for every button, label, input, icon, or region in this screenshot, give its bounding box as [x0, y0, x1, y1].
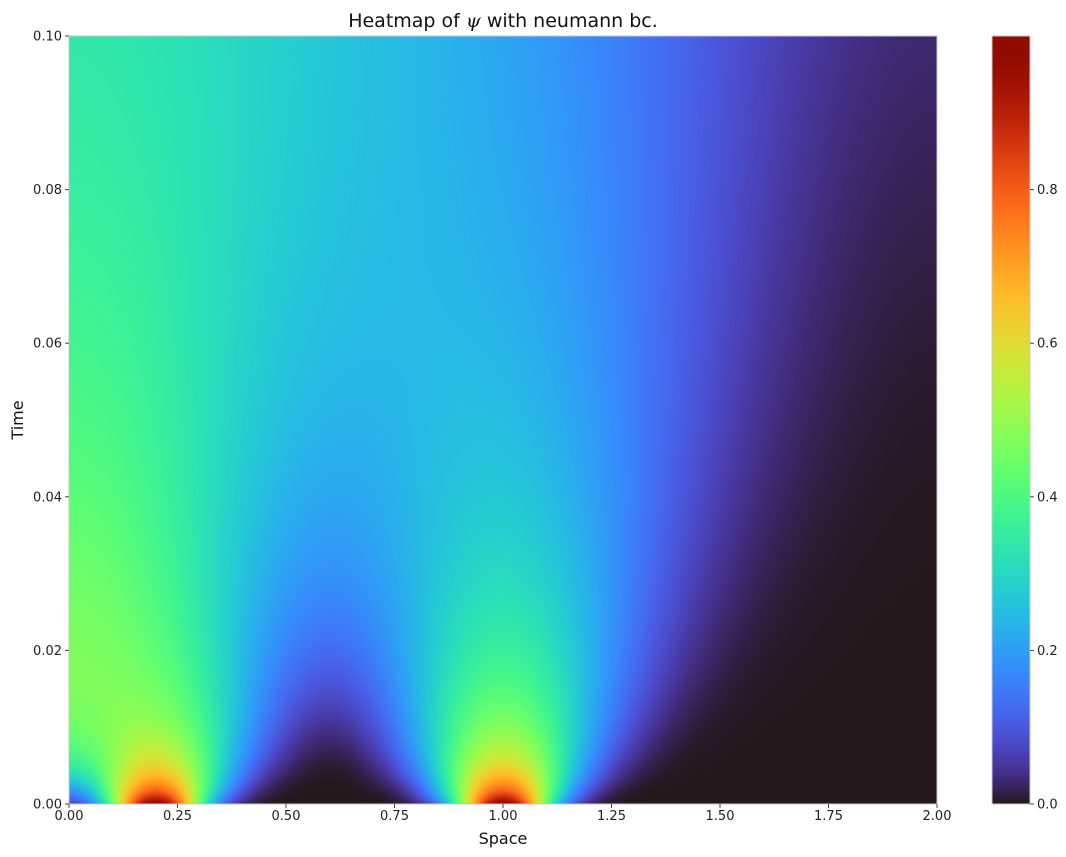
- colorbar-tick-label: 0.2: [1037, 644, 1058, 659]
- colorbar-frame: [991, 35, 1031, 805]
- y-tick-label: 0.06: [33, 337, 62, 352]
- x-tick-label: 0.00: [55, 809, 84, 824]
- x-axis: 0.00 0.25 0.50 0.75 1.00 1.25 1.50 1.75 2.00: [55, 804, 952, 824]
- x-axis-label: Space: [479, 829, 528, 848]
- x-tick-label: 1.00: [489, 809, 518, 824]
- colorbar-image-container: [992, 36, 1030, 804]
- plot-area: [68, 35, 938, 805]
- x-tick-label: 1.50: [706, 809, 735, 824]
- y-tick-label: 0.08: [33, 183, 62, 198]
- chart-title: Heatmap of ψ with neumann bc.: [348, 10, 658, 32]
- colorbar-tick-label: 0.0: [1037, 798, 1058, 813]
- colorbar-tick-label: 0.8: [1037, 183, 1058, 198]
- y-axis-label: Time: [8, 400, 27, 440]
- chart-title-prefix: Heatmap of: [348, 10, 466, 32]
- y-tick-label: 0.04: [33, 490, 62, 505]
- x-tick-label: 2.00: [923, 809, 952, 824]
- heatmap-field: [69, 36, 937, 804]
- x-tick-label: 0.25: [163, 809, 192, 824]
- heatmap-image-container: [69, 36, 937, 804]
- colorbar-tick-label: 0.4: [1037, 490, 1058, 505]
- x-tick-label: 0.50: [272, 809, 301, 824]
- chart-title-suffix: with neumann bc.: [481, 10, 658, 32]
- colorbar-tick-label: 0.6: [1037, 337, 1058, 352]
- x-tick-label: 0.75: [380, 809, 409, 824]
- x-tick-label: 1.75: [814, 809, 843, 824]
- colorbar: 0.0 0.2 0.4 0.6 0.8: [991, 35, 1058, 813]
- y-tick-label: 0.00: [33, 798, 62, 813]
- colorbar-gradient: [992, 36, 1030, 804]
- y-tick-label: 0.10: [33, 30, 62, 45]
- y-axis: 0.00 0.02 0.04 0.06 0.08 0.10: [33, 30, 69, 813]
- x-tick-label: 1.25: [597, 809, 626, 824]
- chart-title-symbol: ψ: [466, 10, 482, 32]
- colorbar-axis: 0.0 0.2 0.4 0.6 0.8: [1030, 183, 1058, 813]
- y-tick-label: 0.02: [33, 644, 62, 659]
